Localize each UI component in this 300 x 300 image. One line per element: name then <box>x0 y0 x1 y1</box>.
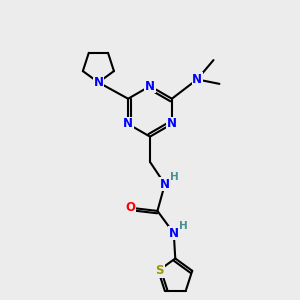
Text: N: N <box>160 178 170 191</box>
Text: H: H <box>170 172 179 182</box>
Text: N: N <box>93 76 103 89</box>
Text: N: N <box>192 73 202 86</box>
Text: N: N <box>145 80 155 93</box>
Text: S: S <box>155 264 164 277</box>
Text: N: N <box>123 118 133 130</box>
Text: N: N <box>167 118 177 130</box>
Text: O: O <box>126 202 136 214</box>
Text: N: N <box>169 227 179 240</box>
Text: H: H <box>179 221 188 231</box>
